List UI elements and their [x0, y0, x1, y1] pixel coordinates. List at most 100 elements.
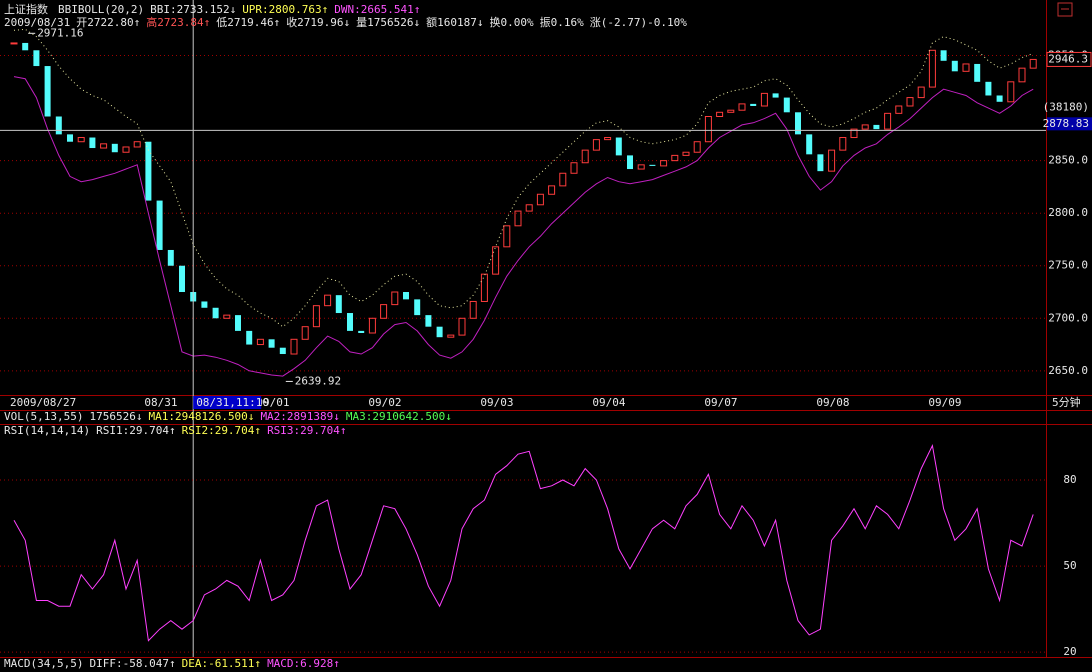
candle [760, 92, 768, 107]
candle [145, 141, 152, 201]
candle [201, 301, 208, 308]
candle [100, 143, 108, 149]
candle [1018, 67, 1026, 83]
candle [962, 63, 970, 72]
candle [996, 95, 1003, 102]
candle [1029, 58, 1037, 69]
candle [290, 338, 298, 355]
candle [548, 185, 556, 195]
candle [873, 124, 880, 130]
header-item: 开2722.80↑ [76, 16, 140, 29]
candle [850, 128, 858, 139]
candle [727, 109, 735, 113]
candle [133, 141, 141, 148]
candle [256, 338, 264, 346]
candle [22, 42, 29, 51]
header-item: MACD(34,5,5) [4, 657, 83, 670]
candle [525, 204, 533, 212]
header-item: 2009/08/31 [4, 16, 70, 29]
cursor-volume-label: (38180) [1043, 100, 1089, 113]
candle [403, 292, 409, 300]
period-label: 5分钟 [1052, 395, 1081, 409]
candle [335, 295, 342, 314]
candle [649, 164, 656, 166]
header-item: UPR:2800.763↑ [242, 3, 328, 16]
candle [940, 50, 947, 61]
candle [156, 200, 163, 250]
candle [469, 300, 477, 319]
candle [985, 81, 992, 96]
cursor-price-box [1047, 117, 1092, 131]
header-row: VOL(5,13,55) 1756526↓ MA1:2948126.500↓ MA2:… [4, 410, 452, 423]
x-tick-label: 08/31 [144, 396, 177, 409]
rsi-line [13, 443, 1034, 642]
candle [615, 137, 622, 156]
candle [89, 137, 96, 149]
candle [503, 225, 511, 248]
candle [122, 146, 130, 153]
candle [906, 97, 914, 107]
candle [10, 42, 18, 45]
y-tick-label: 2700.0 [1048, 311, 1088, 324]
candle [447, 334, 455, 338]
last-price-box [1046, 51, 1092, 67]
header-item: 收2719.96↓ [286, 15, 350, 29]
header-item: DEA:-61.511↑ [182, 657, 261, 670]
candle [581, 149, 589, 164]
candle [425, 315, 432, 327]
candle [671, 154, 679, 162]
candle [33, 50, 40, 67]
header-item: RSI(14,14,14) [4, 424, 90, 437]
header-item: MA2:2891389↓ [260, 410, 339, 423]
cursor-time-box [193, 396, 262, 409]
candle [660, 160, 668, 167]
candle [480, 273, 488, 302]
header-row: RSI(14,14,14) RSI1:29.704↑ RSI2:29.704↑ RSI… [4, 424, 347, 437]
candle [380, 304, 388, 319]
candle [223, 314, 231, 319]
header-item: BBIBOLL(20,2) [58, 3, 144, 16]
candle [806, 134, 813, 155]
candle [951, 60, 958, 72]
x-tick-label: 09/04 [592, 396, 625, 409]
candle [974, 63, 981, 82]
candle [637, 164, 645, 170]
candle [167, 249, 174, 266]
candle [111, 143, 118, 153]
candle [693, 141, 701, 153]
window-icon[interactable] [1057, 2, 1073, 17]
candle [928, 49, 936, 88]
y-tick-label: 80 [1063, 473, 1076, 486]
candle [783, 97, 790, 113]
candle [368, 317, 376, 334]
header-item: 换0.00% [490, 15, 534, 29]
candle [1007, 81, 1015, 103]
candle [358, 330, 365, 333]
candle [67, 134, 73, 142]
candle [716, 111, 724, 118]
y-tick-label: 2850.0 [1048, 154, 1088, 167]
header-item: MA1:2948126.500↓ [148, 410, 254, 423]
x-tick-label: 09/03 [480, 396, 513, 409]
annotation: 2971.16 [37, 26, 83, 39]
candle [570, 162, 578, 174]
candle [179, 265, 185, 293]
candle [391, 291, 399, 306]
candle [592, 139, 600, 151]
header-item: RSI3:29.704↑ [267, 424, 346, 437]
header-item: 涨(-2.77)-0.10% [590, 16, 687, 29]
candle [324, 294, 332, 307]
header-row: MACD(34,5,5) DIFF:-58.047↑ DEA:-61.511↑ MAC… [4, 657, 340, 670]
header-item: 低2719.46↑ [216, 16, 280, 29]
candle [917, 86, 925, 99]
candle [514, 210, 522, 227]
header-row: BBIBOLL(20,2) BBI:2733.152↓ UPR:2800.763↑ D… [58, 3, 420, 16]
candle [246, 330, 253, 345]
candle [301, 326, 309, 340]
candle [884, 112, 892, 130]
x-tick-label: 09/01 [256, 396, 289, 409]
candle [839, 137, 847, 151]
candle [492, 246, 500, 275]
